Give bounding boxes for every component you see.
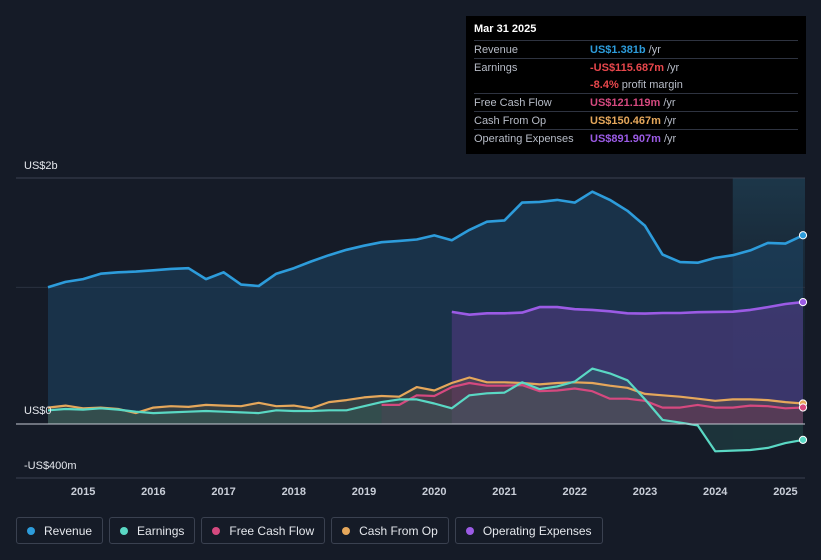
legend-item-free-cash-flow[interactable]: Free Cash Flow [201,517,326,544]
legend-item-revenue[interactable]: Revenue [16,517,104,544]
tooltip-unit: /yr [663,114,677,127]
x-tick-label: 2020 [422,486,446,498]
x-tick-label: 2016 [141,486,165,498]
tooltip-value: US$891.907m [590,132,661,145]
legend-item-cash-from-op[interactable]: Cash From Op [331,517,449,544]
tooltip-value: -US$115.687m [590,61,664,74]
y-tick-label-top: US$2b [24,160,58,172]
x-tick-label: 2017 [211,486,235,498]
x-axis-ticks: 2015 2016 2017 2018 2019 2020 2021 2022 2023 2024… [71,486,798,498]
tooltip-panel: Mar 31 2025 Revenue US$1.381b /yr Earnin… [466,16,806,154]
tooltip-row-operating-expenses: Operating Expenses US$891.907m /yr [474,130,798,147]
line-revenue [47,190,804,289]
line-earnings [47,367,804,453]
end-marker-free-cash-flow [798,403,808,412]
y-tick-label-bottom: -US$400m [24,460,77,472]
x-tick-label: 2015 [71,486,95,498]
tooltip-row-earnings: Earnings -US$115.687m /yr [474,59,798,76]
area-operating-expenses [451,302,803,424]
legend-label: Cash From Op [359,523,438,538]
legend-label: Revenue [44,523,93,538]
tooltip-unit: /yr [663,96,676,109]
tooltip-row-cash-from-op: Cash From Op US$150.467m /yr [474,112,798,130]
x-tick-label: 2023 [633,486,657,498]
tooltip-value: US$1.381b [590,43,646,56]
legend-label: Earnings [137,523,185,538]
legend-dot-icon [465,526,474,535]
x-tick-label: 2018 [282,486,306,498]
tooltip-unit: profit margin [621,78,683,91]
legend-dot-icon [212,526,221,535]
area-earnings [48,368,803,452]
legend-item-earnings[interactable]: Earnings [109,517,196,544]
end-marker-earnings [798,435,808,444]
legend-item-operating-expenses[interactable]: Operating Expenses [454,517,603,544]
x-tick-label: 2022 [563,486,587,498]
end-marker-revenue [798,231,808,240]
y-tick-label-zero: US$0 [24,405,52,417]
line-cash-from-op [47,376,804,415]
line-free-cash-flow [381,381,804,410]
tooltip-label: Free Cash Flow [474,96,552,109]
tooltip-row-revenue: Revenue US$1.381b /yr [474,41,798,59]
tooltip-unit: /yr [648,43,661,56]
line-operating-expenses [451,300,804,316]
x-tick-label: 2025 [773,486,797,498]
x-tick-label: 2019 [352,486,376,498]
end-marker-operating-expenses [798,297,808,307]
tooltip-label: Revenue [474,43,519,56]
tooltip-row-profit-margin: -8.4% profit margin [474,76,798,94]
tooltip-unit: /yr [663,132,677,145]
legend-label: Free Cash Flow [229,523,315,538]
legend-dot-icon [120,526,129,535]
tooltip-label: Operating Expenses [474,132,574,145]
legend: Revenue Earnings Free Cash Flow Cash Fro… [16,517,603,544]
legend-dot-icon [27,526,35,535]
series-lines [16,190,808,453]
tooltip-unit: /yr [667,61,680,74]
tooltip-date: Mar 31 2025 [474,23,798,41]
tooltip-value: US$150.467m [590,114,661,127]
tooltip-label: Earnings [474,61,518,74]
tooltip-label: Cash From Op [474,114,547,127]
legend-dot-icon [342,526,351,535]
tooltip-value: -8.4% [590,78,619,91]
x-tick-label: 2021 [492,486,516,498]
tooltip-value: US$121.119m [590,96,661,109]
tooltip-row-free-cash-flow: Free Cash Flow US$121.119m /yr [474,94,798,112]
x-tick-label: 2024 [703,486,728,498]
legend-label: Operating Expenses [482,523,592,538]
